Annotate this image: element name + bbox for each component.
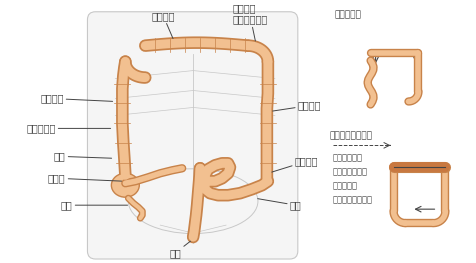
Text: 回盲弁: 回盲弁 bbox=[48, 173, 121, 183]
Text: 回腸終末部: 回腸終末部 bbox=[26, 123, 110, 133]
Text: 虫垂: 虫垂 bbox=[60, 200, 127, 210]
Text: ゆっくりした: ゆっくりした bbox=[332, 153, 362, 162]
Text: 盲腸: 盲腸 bbox=[54, 151, 111, 161]
Text: 〈集団蠕動運動〉: 〈集団蠕動運動〉 bbox=[329, 132, 372, 140]
Text: 上行結腸の: 上行結腸の bbox=[332, 181, 357, 190]
Text: 左結腸曲
（脾彎曲部）: 左結腸曲 （脾彎曲部） bbox=[231, 3, 267, 41]
Text: 間隔の強い波が: 間隔の強い波が bbox=[332, 167, 367, 176]
Ellipse shape bbox=[111, 173, 139, 197]
FancyBboxPatch shape bbox=[87, 12, 297, 259]
Text: 〈緊張波〉: 〈緊張波〉 bbox=[334, 11, 361, 20]
Text: 肛門: 肛門 bbox=[169, 241, 190, 258]
Text: 下行結腸: 下行結腸 bbox=[272, 100, 321, 111]
Text: 上端ではじまる。: 上端ではじまる。 bbox=[332, 195, 372, 204]
Text: 上行結腸: 上行結腸 bbox=[40, 93, 112, 104]
Text: 直腸: 直腸 bbox=[257, 199, 301, 210]
Text: Ｓ状結腸: Ｓ状結腸 bbox=[270, 156, 317, 173]
Text: 横行結腸: 横行結腸 bbox=[151, 11, 175, 41]
